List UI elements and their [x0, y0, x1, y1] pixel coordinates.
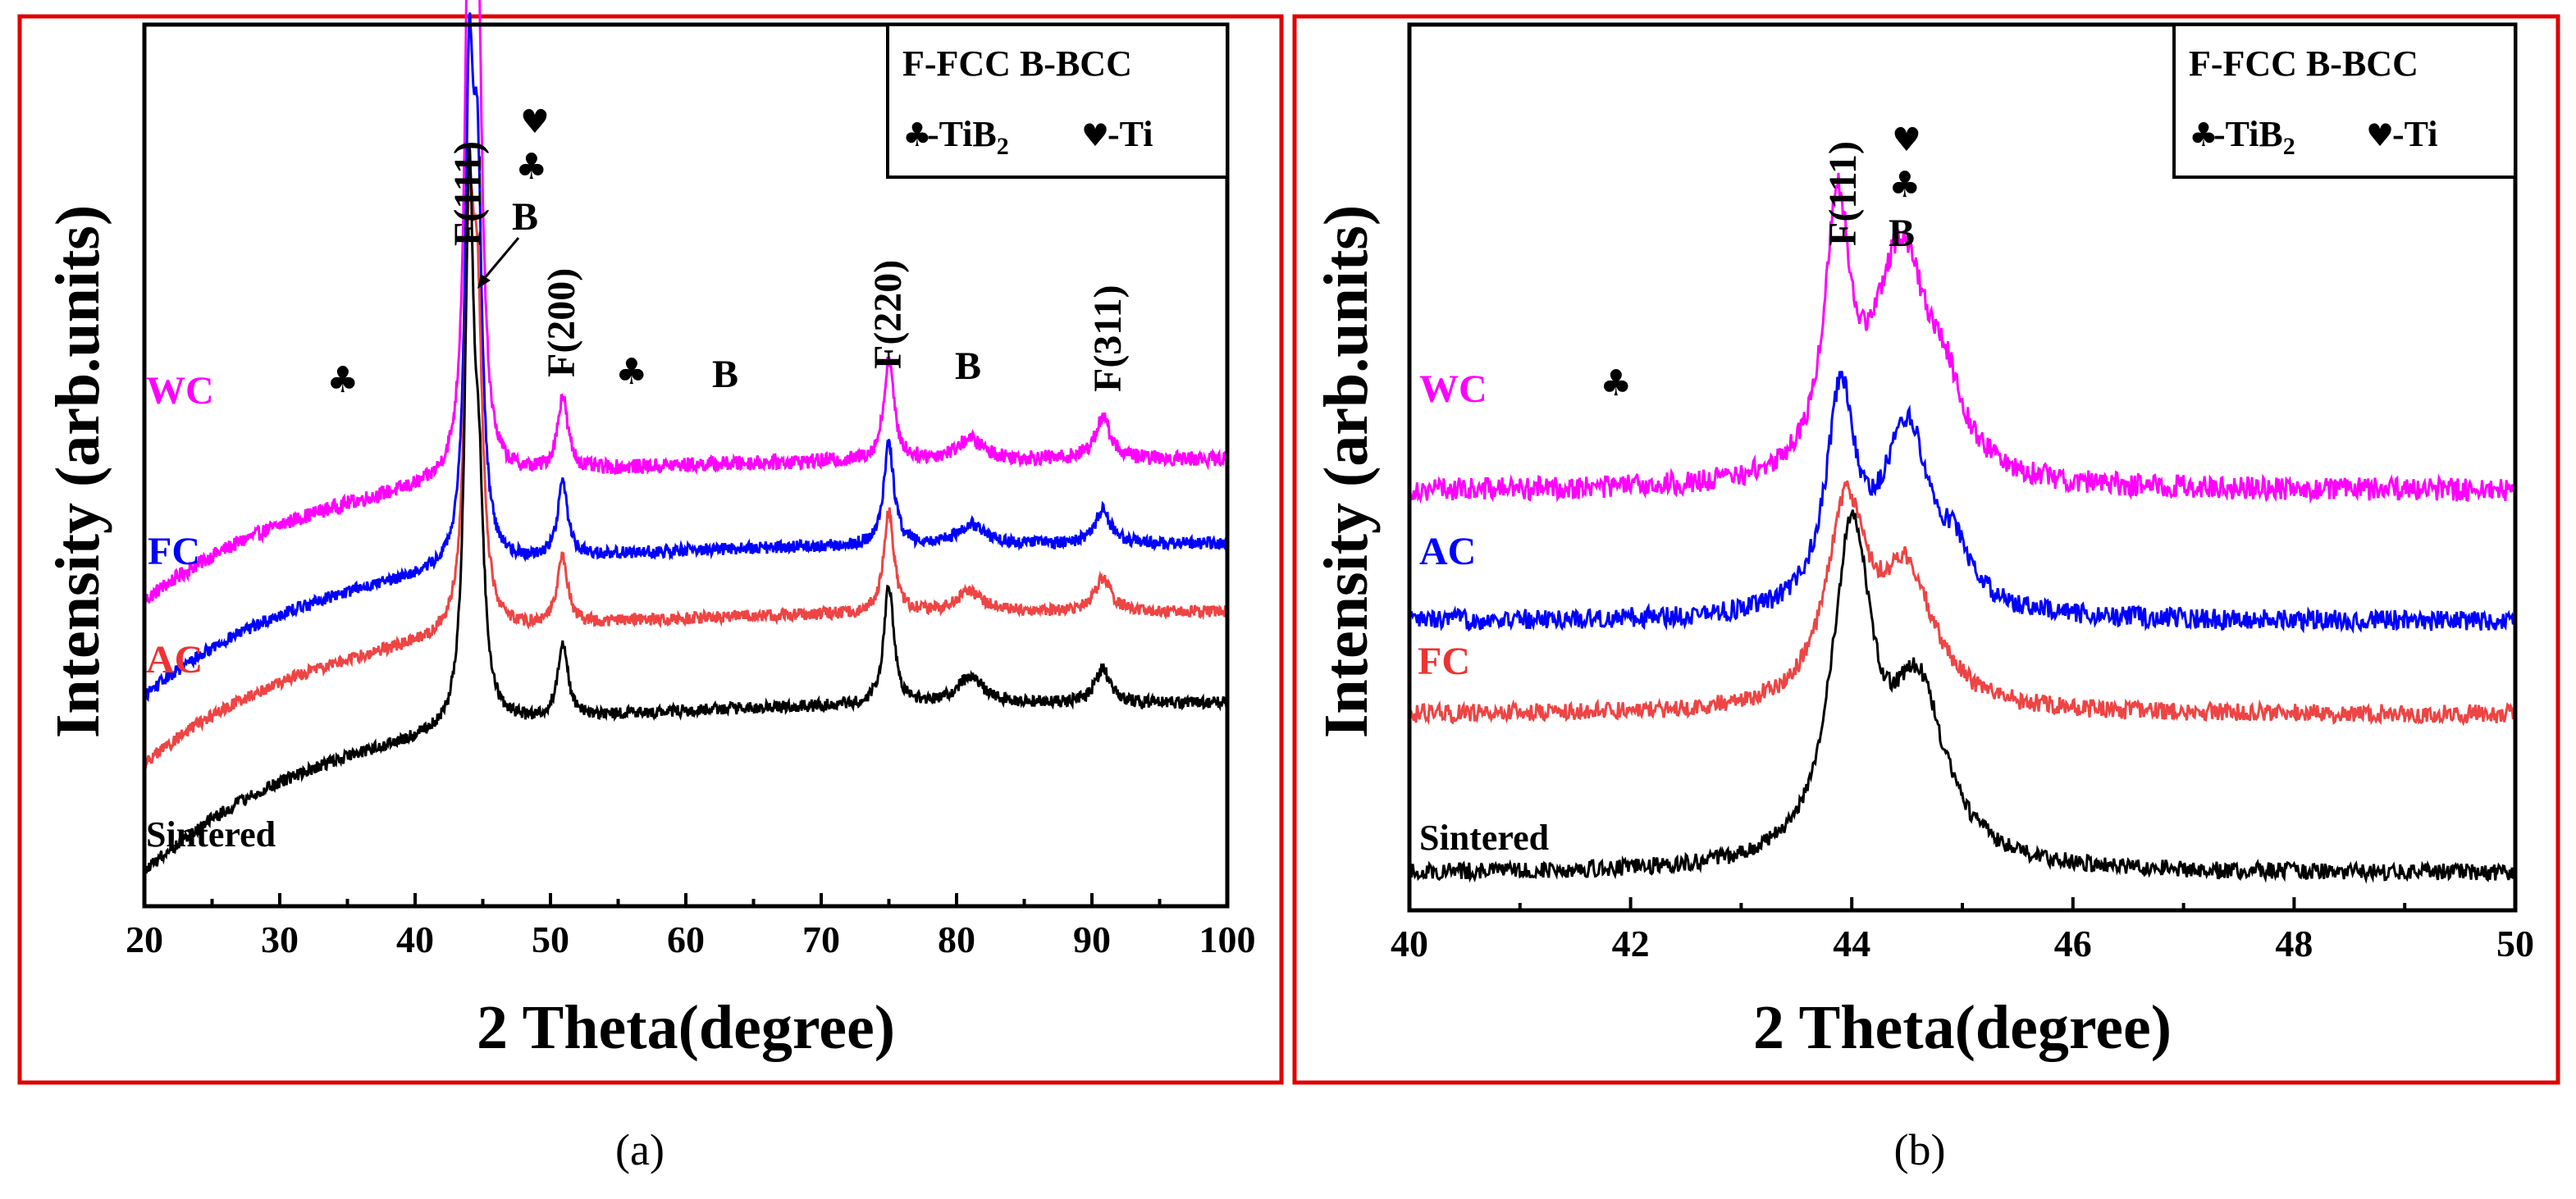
panel-b-legend-tib2: -TiB2	[2213, 114, 2295, 160]
panel-b-tick-label: 42	[1612, 923, 1650, 964]
panel-a-legend-ti: -Ti	[1108, 114, 1153, 154]
panel-a-frame	[17, 14, 1284, 1085]
panel-b-tick-label: 40	[1391, 923, 1428, 964]
panel-a-peak-f111: F(111)	[446, 141, 490, 246]
panel-a-series-wc	[143, 0, 1229, 605]
panel-b-label-fc: FC	[1418, 640, 1470, 683]
panel-b-frame	[1292, 14, 2560, 1085]
panel-a-peak-b-arrowhead	[477, 274, 491, 289]
panel-b-tick-label: 48	[2275, 923, 2313, 964]
panel-a-series-lines	[143, 0, 1229, 874]
panel-a-tick-label: 90	[1073, 919, 1111, 960]
panel-b-legend-ti: -Ti	[2392, 114, 2437, 154]
caption-b: (b)	[1894, 1125, 1946, 1174]
panel-b-series-fc	[1408, 480, 2517, 727]
panel-b-peak-b: B	[1889, 212, 1915, 255]
panel-b-label-ac: AC	[1419, 530, 1476, 573]
panel-a-series-fc	[143, 12, 1229, 703]
panel-a-peak-b-81: B	[955, 344, 981, 388]
panel-b-legend-heart-icon: ♥	[2366, 117, 2394, 153]
panel-a-legend-heart-icon: ♥	[1081, 117, 1109, 153]
panel-a-heart-icon-48: ♥	[520, 103, 550, 141]
panel-b-heart-icon-44: ♥	[1892, 121, 1921, 159]
panel-a-peak-f311: F(311)	[1086, 285, 1130, 392]
panel-b-series-lines	[1408, 172, 2517, 884]
panel-b-label-wc: WC	[1419, 367, 1487, 411]
panel-a-club-icon-48: ♣	[515, 146, 547, 188]
panel-b-label-sintered: Sintered	[1419, 818, 1549, 858]
panel-b-series-ac	[1408, 371, 2517, 635]
panel-a-peak-b-arrow	[482, 237, 520, 280]
panel-a-label-fc: FC	[148, 530, 200, 573]
panel-a-legend-box	[886, 23, 1229, 179]
panel-a-club-icon-35: ♣	[327, 359, 359, 401]
panel-a-peak-b-main: B	[512, 195, 538, 239]
panel-b-tick-label: 44	[1833, 923, 1870, 964]
panel-b-peak-f111: F(111)	[1821, 141, 1865, 246]
panel-a-tick-label: 70	[802, 919, 840, 960]
panel-b-club-icon-44: ♣	[1889, 164, 1921, 206]
panel-b-tick-label: 50	[2496, 923, 2534, 964]
panel-a-legend-club-icon: ♣	[902, 116, 932, 154]
panel-a-tick-label: 40	[396, 919, 434, 960]
panel-a-peak-f200: F(200)	[540, 268, 583, 377]
panel-b-legend-line1: F-FCC B-BCC	[2189, 43, 2418, 84]
panel-a-peak-f220: F(220)	[866, 260, 910, 369]
panel-b-series-wc	[1408, 172, 2517, 504]
panel-a-label-sintered: Sintered	[146, 814, 276, 855]
panel-a-ylabel: Intensity (arb.units)	[43, 205, 112, 738]
panel-b-ticks: 40 42 44 46 48 50	[1391, 897, 2534, 964]
panel-b-legend-club-icon: ♣	[2189, 116, 2218, 154]
panel-a-xlabel: 2 Theta(degree)	[477, 993, 895, 1062]
panel-a-tick-label: 60	[667, 919, 705, 960]
panel-a-tick-label: 30	[261, 919, 299, 960]
panel-a-label-wc: WC	[146, 369, 214, 413]
panel-a-series-ac	[143, 164, 1229, 769]
panel-b-tick-label: 46	[2054, 923, 2092, 964]
panel-a-ticks: 20 30 40 50 60 70 80 90 100	[126, 893, 1256, 960]
panel-b-legend-box	[2172, 23, 2517, 179]
panel-a-legend-line1: F-FCC B-BCC	[902, 43, 1132, 84]
caption-a: (a)	[615, 1125, 665, 1174]
panel-a-peak-b-62: B	[712, 353, 738, 396]
panel-a-tick-label: 50	[532, 919, 569, 960]
panel-b-plot: 40 42 44 46 48 50 Intensity (arb.units) 2 The…	[1312, 22, 2534, 1062]
panel-a-club-icon-56: ♣	[615, 351, 647, 393]
panel-a-label-ac: AC	[146, 638, 203, 682]
panel-a-plot: 20 30 40 50 60 70 80 90 100 Intensity (arb.units…	[43, 0, 1256, 1062]
panel-b-ylabel: Intensity (arb.units)	[1312, 205, 1381, 738]
panel-a-tick-label: 20	[126, 919, 163, 960]
panel-b-xlabel: 2 Theta(degree)	[1753, 993, 2172, 1062]
panel-a-tick-label: 80	[938, 919, 975, 960]
panel-b-series-sintered	[1408, 509, 2517, 884]
panel-b-club-icon-42: ♣	[1600, 362, 1632, 404]
panel-a-legend-tib2: -TiB2	[927, 114, 1009, 160]
panel-a-series-sintered	[143, 146, 1229, 874]
panel-a-tick-label: 100	[1199, 919, 1256, 960]
